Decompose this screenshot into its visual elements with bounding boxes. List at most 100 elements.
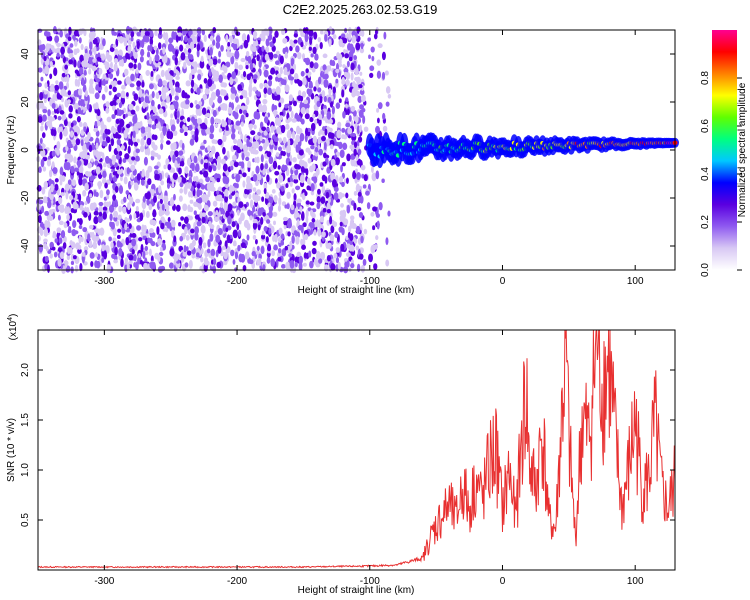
spectrogram-noise-cell	[56, 47, 61, 54]
spectrogram-noise-cell	[59, 251, 65, 259]
spectrogram-noise-cell	[215, 209, 219, 216]
spectrogram-noise-cell	[95, 130, 100, 137]
spectrogram-noise-cell	[177, 176, 182, 183]
spectrogram-noise-cell	[158, 209, 164, 217]
spectrogram-noise-cell	[70, 260, 75, 265]
spectrogram-noise-cell	[239, 95, 244, 100]
spectrogram-noise-cell	[179, 235, 184, 242]
spectrogram-noise-cell	[54, 183, 59, 192]
spectrogram-noise-cell	[93, 210, 99, 216]
spectrogram-noise-cell	[302, 222, 307, 228]
spectrogram-noise-cell	[331, 105, 335, 115]
spectrogram-noise-cell	[280, 264, 286, 269]
spectrogram-noise-cell	[317, 87, 322, 93]
snr-x-tick-label: -100	[360, 576, 380, 587]
spectrogram-noise-cell	[327, 242, 332, 250]
spectrogram-noise-cell	[42, 166, 47, 172]
spectrogram-noise-cell	[255, 111, 261, 120]
spectrogram-noise-cell	[172, 130, 178, 136]
spectrogram-noise-cell	[349, 233, 354, 242]
spectrogram-noise-cell	[78, 28, 84, 36]
spectrogram-noise-cell	[199, 145, 206, 150]
spectrogram-noise-cell	[358, 212, 364, 218]
spectrogram-noise-cell	[98, 211, 103, 217]
spectrogram-noise-cell	[87, 162, 93, 169]
spectrogram-noise-cell	[92, 241, 97, 250]
spectrogram-noise-cell	[321, 174, 327, 182]
spectrogram-noise-cell	[227, 118, 232, 125]
spectrogram-noise-cell	[182, 203, 188, 212]
spectrogram-noise-cell	[385, 101, 390, 107]
spectrogram-noise-cell	[56, 140, 61, 150]
spectrogram-noise-cell	[166, 95, 171, 104]
spectrogram-noise-cell	[222, 163, 228, 172]
spectrogram-noise-cell	[348, 33, 352, 41]
spectrogram-noise-cell	[331, 179, 337, 188]
spectrogram-noise-cell	[41, 43, 46, 51]
spectrogram-noise-cell	[217, 138, 223, 146]
spectrogram-noise-cell	[152, 144, 158, 151]
spectrogram-noise-cell	[230, 249, 235, 257]
spectrogram-noise-cell	[344, 53, 349, 59]
spectrogram-noise-cell	[161, 203, 165, 211]
spectrogram-noise-cell	[140, 231, 146, 236]
spectrogram-noise-cell	[52, 167, 58, 174]
spectrogram-noise-cell	[300, 166, 305, 173]
spectrogram-noise-cell	[286, 203, 290, 210]
spectrogram-noise-cell	[178, 195, 183, 202]
spectrogram-noise-cell	[324, 128, 328, 136]
spectrogram-noise-cell	[221, 89, 227, 97]
spectrogram-noise-cell	[352, 170, 357, 180]
spectrogram-noise-cell	[217, 155, 222, 164]
spectrogram-noise-cell	[121, 84, 126, 90]
spectrogram-noise-cell	[329, 100, 334, 108]
spectrogram-noise-cell	[158, 251, 164, 257]
spectrogram-noise-cell	[116, 80, 122, 85]
spectrogram-noise-cell	[128, 103, 134, 111]
spectrogram-noise-cell	[189, 242, 195, 251]
spectrogram-noise-cell	[162, 126, 167, 134]
spectrogram-noise-cell	[43, 238, 48, 243]
spectrogram-noise-cell	[191, 253, 196, 259]
snr-x-label: Height of straight line (km)	[298, 585, 415, 596]
spectrogram-noise-cell	[113, 58, 119, 64]
spectrogram-noise-cell	[310, 92, 315, 100]
spectrogram-noise-cell	[318, 113, 323, 120]
spectrogram-noise-cell	[350, 72, 354, 81]
spectrogram-noise-cell	[88, 85, 94, 94]
spectrogram-noise-cell	[122, 113, 126, 120]
spectrogram-noise-cell	[78, 218, 83, 226]
spectrogram-noise-cell	[129, 196, 134, 205]
spectrogram-noise-cell	[255, 165, 260, 174]
spectrogram-noise-cell	[112, 80, 118, 87]
spectrogram-noise-cell	[67, 179, 72, 186]
spectrogram-noise-cell	[48, 189, 52, 199]
spectrogram-noise-cell	[218, 128, 223, 133]
spectrogram-noise-cell	[359, 124, 362, 133]
spectrogram-noise-cell	[210, 116, 215, 126]
spectrogram-noise-cell	[38, 243, 44, 253]
spectrogram-noise-cell	[243, 219, 250, 229]
spectrogram-noise-cell	[49, 253, 53, 259]
spectrogram-noise-cell	[370, 46, 375, 53]
spectrogram-noise-cell	[350, 105, 356, 112]
spectrogram-noise-cell	[256, 54, 260, 62]
spectrogram-noise-cell	[146, 112, 150, 121]
spectrogram-noise-cell	[122, 157, 127, 164]
spectrogram-noise-cell	[261, 33, 266, 42]
spectrogram-noise-cell	[67, 246, 71, 255]
spectrogram-noise-cell	[245, 189, 250, 195]
spectrogram-noise-cell	[246, 34, 250, 43]
spectrogram-noise-cell	[245, 50, 250, 57]
spectrogram-noise-cell	[158, 233, 162, 240]
spectrogram-noise-cell	[267, 245, 272, 252]
spectrogram-noise-cell	[143, 262, 148, 270]
spectrogram-noise-cell	[146, 137, 152, 146]
spectrogram-noise-cell	[112, 44, 117, 49]
spectrogram-noise-cell	[275, 50, 280, 55]
spectrogram-noise-cell	[274, 170, 280, 176]
spectrogram-noise-cell	[197, 73, 202, 81]
spectrogram-noise-cell	[114, 185, 119, 193]
spectrogram-noise-cell	[263, 225, 268, 232]
